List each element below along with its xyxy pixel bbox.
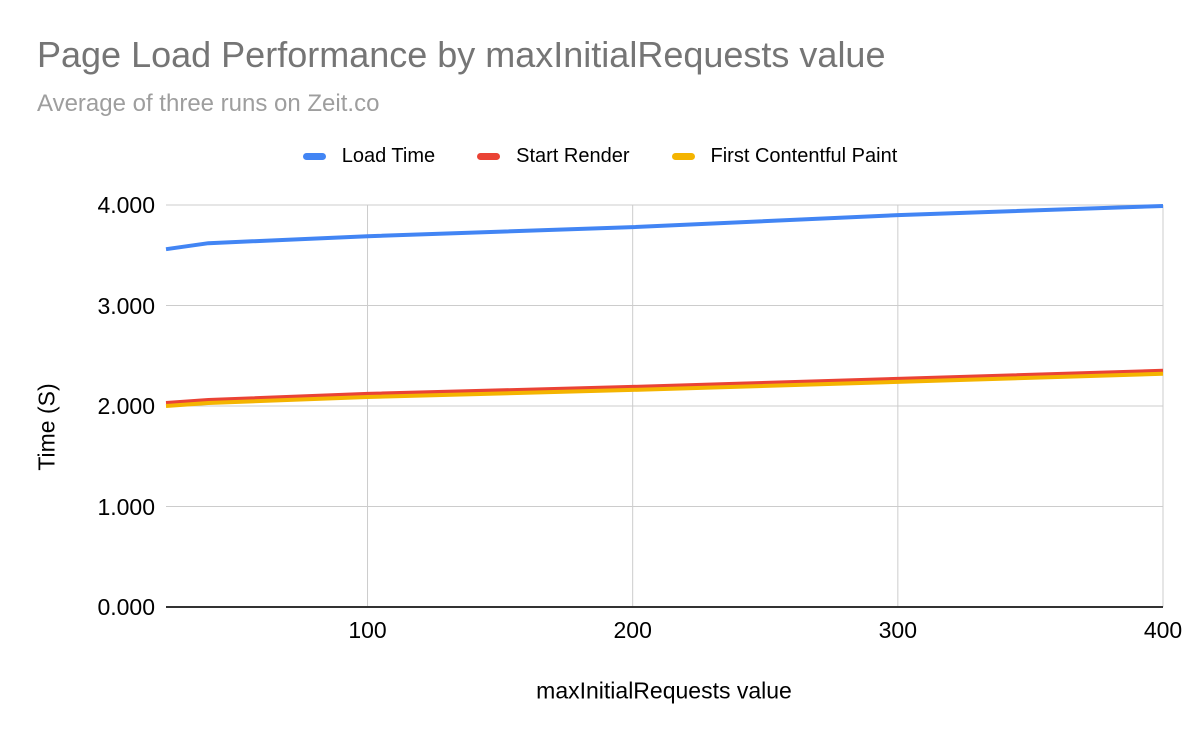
y-tick-label-3.000: 3.000 <box>97 292 155 319</box>
series-line-first-contentful-paint <box>165 371 1164 408</box>
legend-label-start-render: Start Render <box>516 144 630 167</box>
y-tick-label-1.000: 1.000 <box>97 493 155 520</box>
x-tick-label-300: 300 <box>878 617 918 643</box>
legend-swatch-first-contentful-paint <box>671 152 695 160</box>
legend-item-first-contentful-paint: First Contentful Paint <box>671 144 898 168</box>
x-tick-label-200: 200 <box>613 617 652 643</box>
x-tick-label-400: 400 <box>1143 617 1183 643</box>
legend-swatch-start-render <box>477 152 501 160</box>
legend-swatch-load-time <box>302 152 326 160</box>
y-axis-title: Time (S) <box>33 383 60 471</box>
legend-item-load-time: Load Time <box>302 144 436 168</box>
y-tick-label-2.000: 2.000 <box>97 393 155 419</box>
chart-subtitle: Average of three runs on Zeit.co <box>37 90 380 117</box>
series-line-start-render <box>165 368 1164 405</box>
legend-label-first-contentful-paint: First Contentful Paint <box>710 144 898 167</box>
y-tick-label-4.000: 4.000 <box>97 192 155 218</box>
series-line-load-time <box>165 204 1164 252</box>
chart-title: Page Load Performance by maxInitialReque… <box>37 34 886 75</box>
legend-item-start-render: Start Render <box>477 144 630 168</box>
y-tick-label-0.000: 0.000 <box>97 594 155 620</box>
x-axis-title: maxInitialRequests value <box>536 677 792 704</box>
chart-legend: Load Time Start Render First Contentful Pa… <box>0 143 1200 169</box>
legend-label-load-time: Load Time <box>341 144 436 167</box>
x-tick-label-100: 100 <box>348 617 387 643</box>
